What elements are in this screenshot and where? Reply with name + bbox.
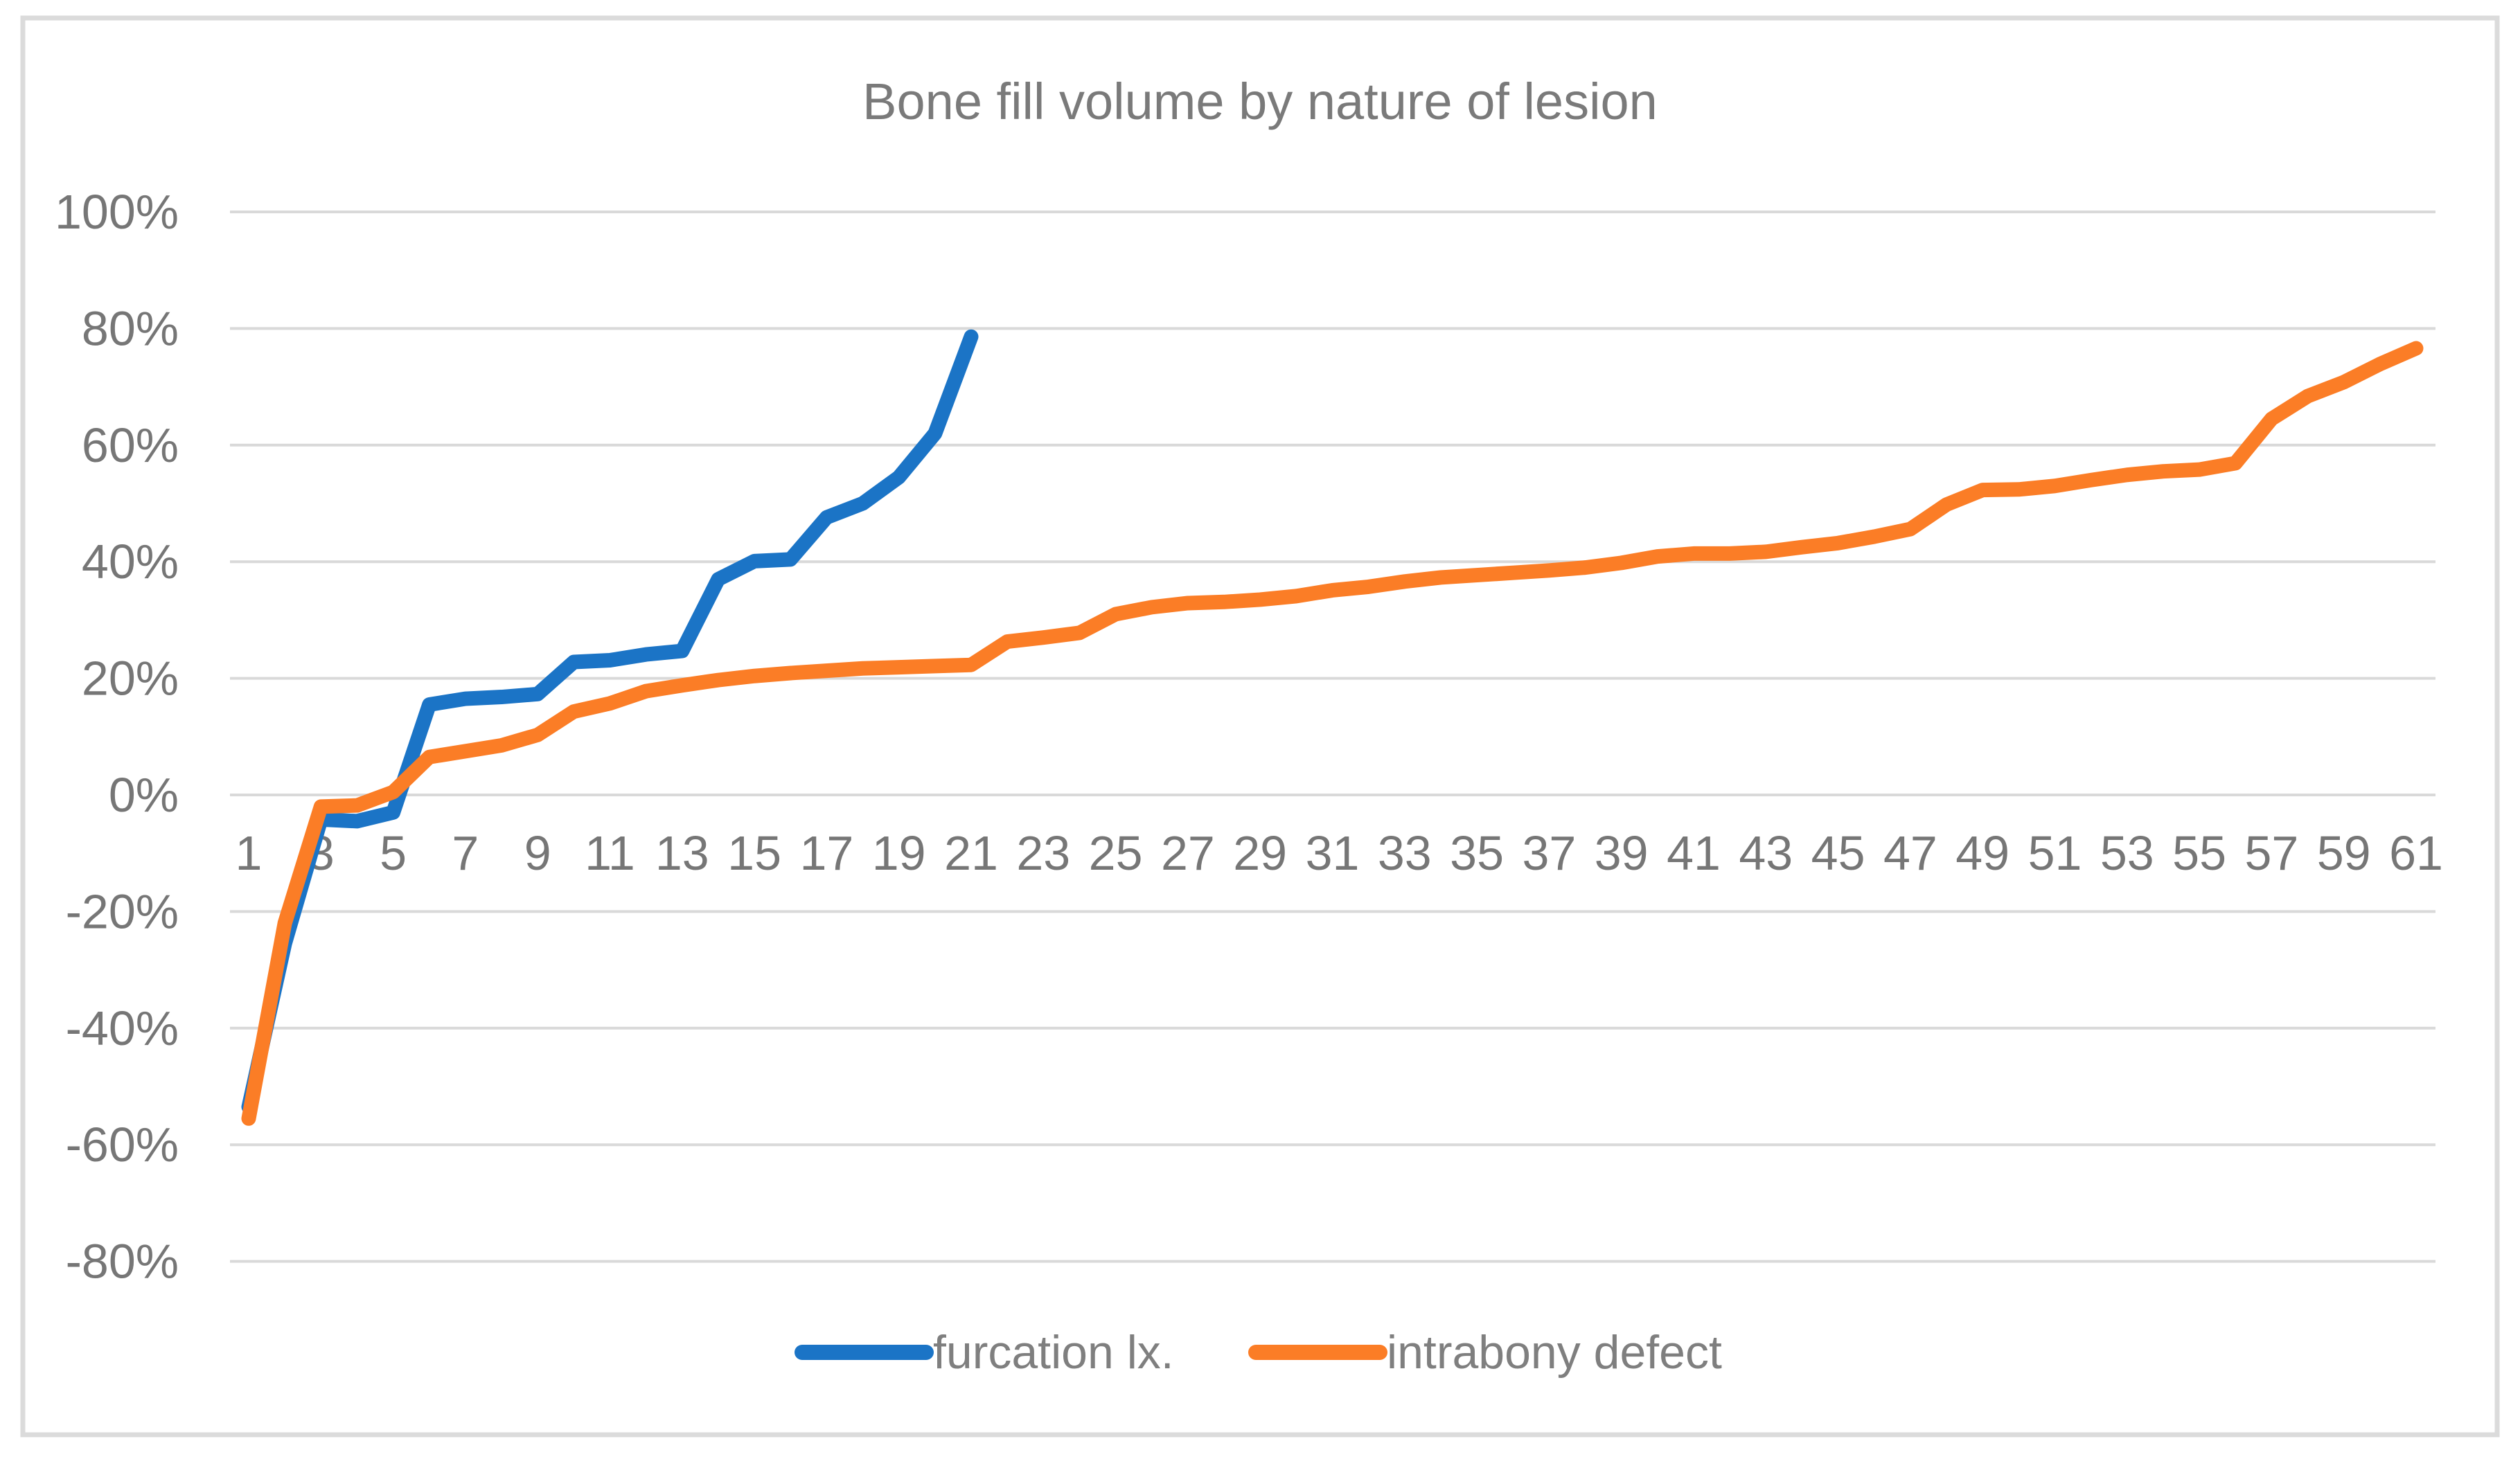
x-tick-label: 23 xyxy=(1016,826,1070,880)
x-tick-label: 51 xyxy=(2028,826,2082,880)
x-tick-label: 9 xyxy=(524,826,551,880)
y-tick-label: -60% xyxy=(66,1118,179,1172)
x-tick-label: 55 xyxy=(2172,826,2226,880)
x-tick-label: 19 xyxy=(872,826,926,880)
y-tick-label: -40% xyxy=(66,1001,179,1055)
x-tick-label: 47 xyxy=(1883,826,1937,880)
x-tick-label: 53 xyxy=(2100,826,2154,880)
x-tick-label: 15 xyxy=(727,826,781,880)
y-tick-label: -80% xyxy=(66,1235,179,1289)
y-tick-label: 20% xyxy=(82,652,179,706)
chart-border xyxy=(20,15,2500,1438)
x-tick-label: 59 xyxy=(2317,826,2371,880)
y-tick-label: 60% xyxy=(82,418,179,472)
y-tick-label: -20% xyxy=(66,884,179,938)
series-lines xyxy=(241,329,2424,1126)
x-tick-label: 17 xyxy=(799,826,853,880)
x-tick-label: 39 xyxy=(1595,826,1649,880)
x-tick-label: 37 xyxy=(1522,826,1576,880)
x-tick-label: 13 xyxy=(655,826,709,880)
chart-title: Bone fill volume by nature of lesion xyxy=(862,73,1658,130)
x-tick-label: 45 xyxy=(1811,826,1865,880)
line-series-intrabony-defect xyxy=(241,341,2424,1126)
gridlines xyxy=(230,211,2435,1263)
x-tick-label: 31 xyxy=(1306,826,1360,880)
line-series-furcation-lx xyxy=(241,329,979,1114)
x-tick-label: 21 xyxy=(944,826,998,880)
legend-label-intrabony: intrabony defect xyxy=(1387,1326,1722,1379)
x-tick-label: 25 xyxy=(1089,826,1143,880)
x-axis-labels: 1 3 5 7 9 11 13 15 17 19 21 23 25 27 29 31 33 35 37 39 41 43 4… xyxy=(236,826,2443,880)
legend-label-furcation: furcation lx. xyxy=(933,1326,1174,1379)
x-tick-label: 7 xyxy=(452,826,479,880)
x-tick-label: 57 xyxy=(2244,826,2298,880)
y-axis-labels: 100% 80% 60% 40% 20% 0% -20% -40% -60% -80% xyxy=(55,185,179,1289)
x-tick-label: 5 xyxy=(380,826,407,880)
x-tick-label: 11 xyxy=(585,826,635,880)
x-tick-label: 27 xyxy=(1161,826,1215,880)
x-tick-label: 41 xyxy=(1667,826,1721,880)
y-tick-label: 80% xyxy=(82,301,179,355)
y-tick-label: 0% xyxy=(109,768,179,822)
x-tick-label: 33 xyxy=(1378,826,1432,880)
x-tick-label: 61 xyxy=(2389,826,2443,880)
x-tick-label: 49 xyxy=(1955,826,2009,880)
y-tick-label: 40% xyxy=(82,535,179,589)
x-tick-label: 1 xyxy=(236,826,263,880)
x-tick-label: 29 xyxy=(1233,826,1287,880)
x-tick-label: 43 xyxy=(1739,826,1793,880)
x-tick-label: 35 xyxy=(1450,826,1504,880)
legend: furcation lx. intrabony defect xyxy=(795,1326,1722,1379)
y-tick-label: 100% xyxy=(55,185,179,239)
